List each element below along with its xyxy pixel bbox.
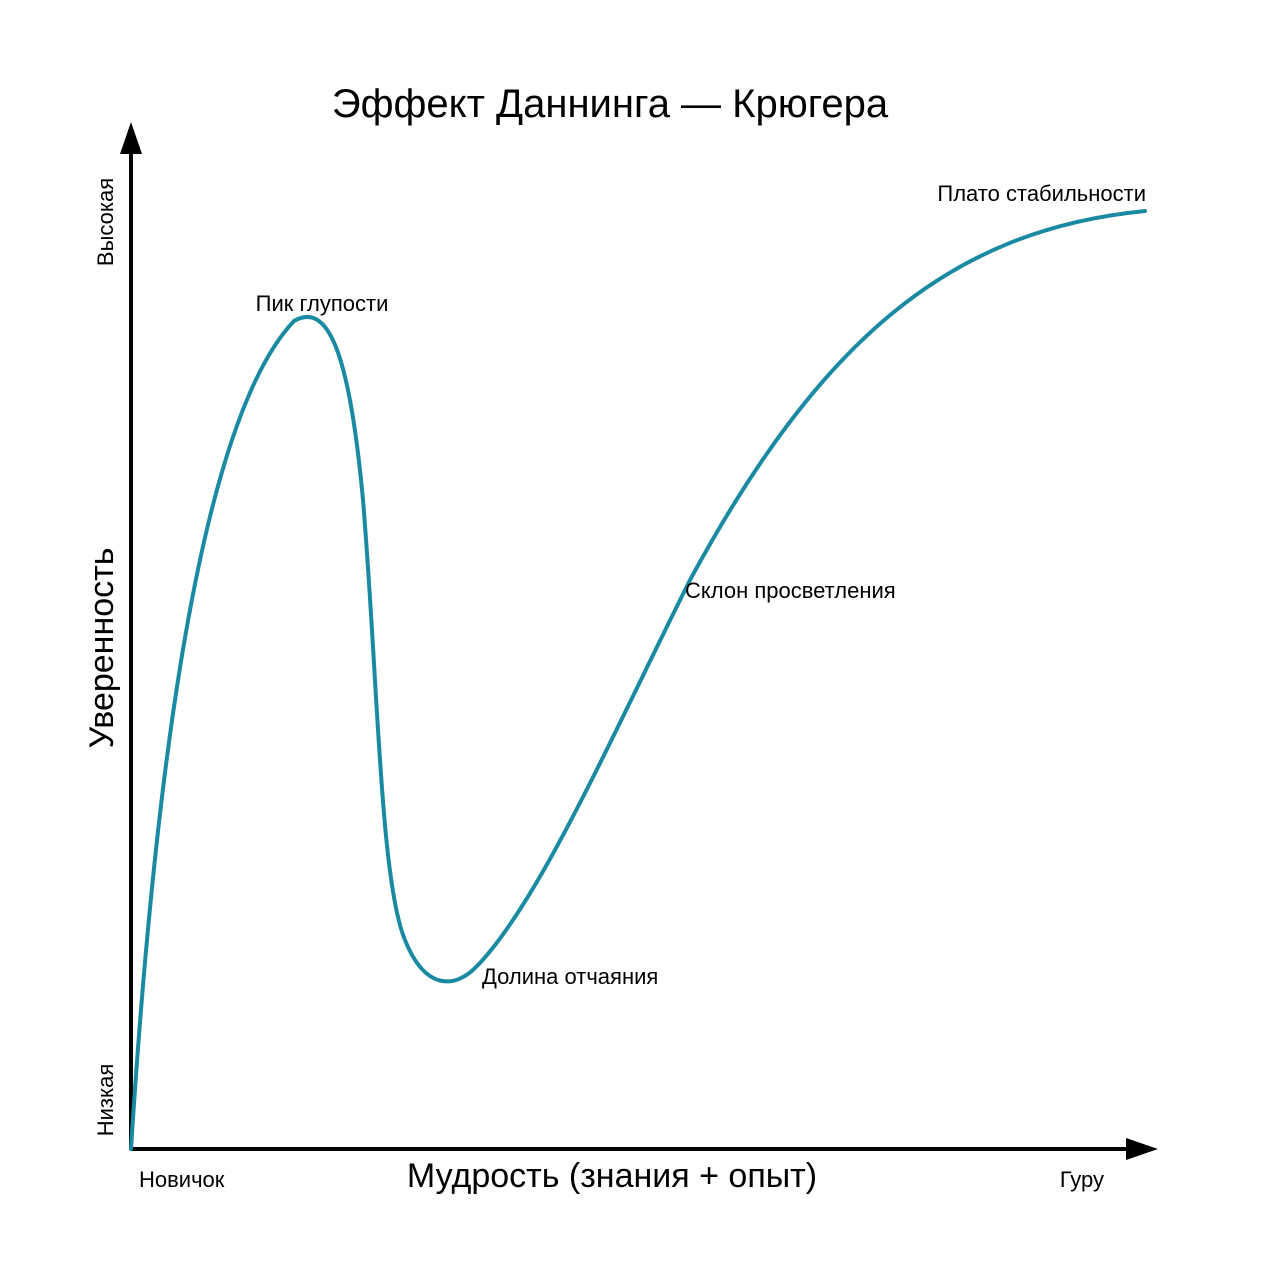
slope-label: Склон просветления — [685, 578, 896, 603]
x-axis-title: Мудрость (знания + опыт) — [407, 1157, 817, 1195]
diagram-title: Эффект Даннинга — Крюгера — [332, 82, 889, 126]
x-end-label: Гуру — [1060, 1167, 1104, 1192]
x-start-label: Новичок — [139, 1167, 225, 1192]
peak-label: Пик глупости — [256, 291, 389, 316]
y-high-label: Высокая — [93, 178, 118, 266]
y-low-label: Низкая — [93, 1064, 118, 1137]
confidence-curve — [129, 209, 1147, 1151]
plateau-label: Плато стабильности — [937, 181, 1146, 206]
x-axis-arrow-icon — [1126, 1138, 1158, 1160]
y-axis-title: Уверенность — [83, 548, 121, 749]
y-axis-arrow-icon — [120, 122, 142, 154]
valley-label: Долина отчаяния — [482, 964, 658, 989]
